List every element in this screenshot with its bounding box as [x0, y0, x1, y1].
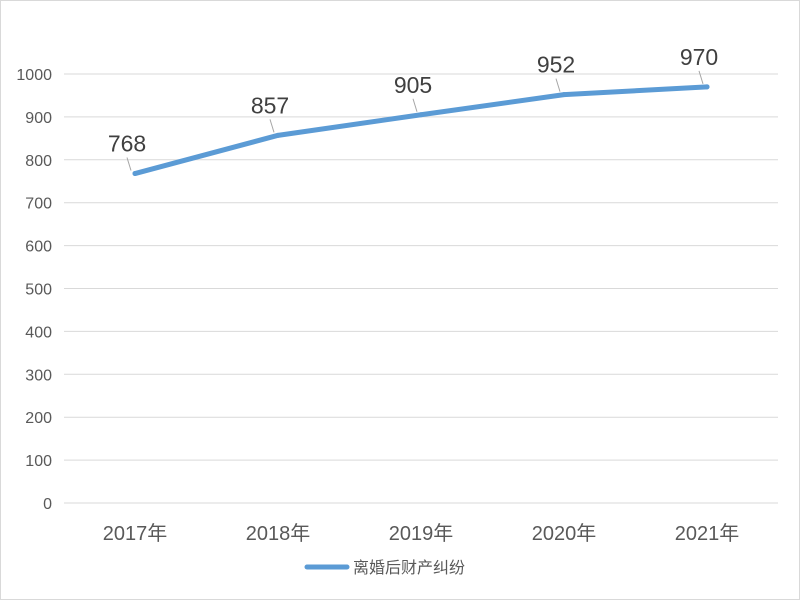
- data-point: [561, 92, 567, 98]
- label-leader-line: [555, 78, 561, 92]
- label-leader-line: [269, 119, 275, 133]
- data-point: [704, 84, 710, 90]
- data-labels: 768 857 905 952 970: [108, 44, 718, 157]
- y-tick-label: 500: [25, 282, 52, 299]
- y-tick-label: 0: [43, 496, 52, 513]
- data-point: [275, 132, 281, 138]
- x-tick-label: 2021年: [675, 522, 740, 545]
- data-point: [418, 112, 424, 118]
- y-tick-label: 1000: [16, 67, 52, 84]
- y-tick-label: 600: [25, 239, 52, 256]
- y-tick-label: 900: [25, 110, 52, 127]
- data-label: 768: [108, 131, 146, 157]
- y-tick-label: 200: [25, 410, 52, 427]
- legend: 离婚后财产纠纷: [304, 559, 465, 577]
- label-leader-line: [126, 157, 132, 171]
- data-point: [132, 171, 138, 177]
- gridlines: [64, 73, 778, 504]
- label-leader-line: [412, 98, 418, 112]
- x-axis-ticks: 2017年 2018年 2019年 2020年 2021年: [103, 522, 740, 545]
- data-label: 905: [394, 72, 432, 98]
- y-tick-label: 800: [25, 153, 52, 170]
- data-label: 970: [680, 44, 718, 70]
- y-tick-label: 100: [25, 453, 52, 470]
- y-tick-label: 300: [25, 367, 52, 384]
- y-tick-label: 700: [25, 196, 52, 213]
- series-layer: [132, 84, 710, 177]
- y-tick-label: 400: [25, 324, 52, 341]
- x-tick-label: 2017年: [103, 522, 168, 545]
- data-label: 952: [537, 52, 575, 78]
- x-tick-label: 2018年: [246, 522, 311, 545]
- x-tick-label: 2019年: [389, 522, 454, 545]
- y-axis-ticks: 0 100 200 300 400 500 600 700 800 900 1000: [16, 67, 52, 513]
- legend-label: 离婚后财产纠纷: [353, 559, 465, 577]
- series-line: [132, 84, 710, 177]
- label-leaders: [126, 70, 704, 171]
- x-tick-label: 2020年: [532, 522, 597, 545]
- label-leader-line: [698, 70, 704, 85]
- data-label: 857: [251, 92, 289, 118]
